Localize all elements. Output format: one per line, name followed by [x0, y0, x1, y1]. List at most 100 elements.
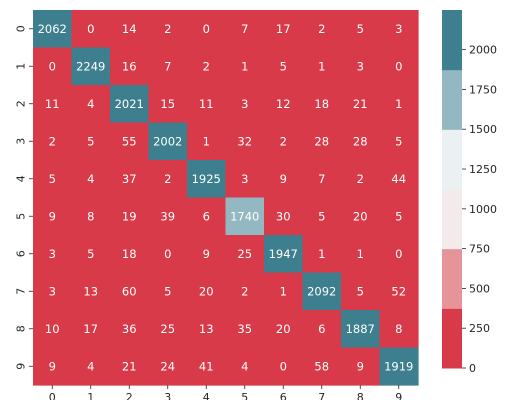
heatmap-cell	[33, 235, 73, 274]
heatmap-cell	[379, 160, 419, 199]
cell-value-label: 3	[241, 97, 248, 111]
cell-value-label: 1919	[384, 359, 413, 373]
heatmap-cell	[71, 122, 111, 161]
cell-value-label: 0	[395, 247, 402, 261]
cell-value-label: 28	[314, 134, 329, 148]
heatmap-cell	[71, 347, 111, 386]
colorbar-tick-label: 2000	[469, 44, 497, 57]
heatmap-cell	[148, 122, 188, 161]
heatmap-cell	[110, 85, 150, 124]
heatmap-cell	[225, 85, 265, 124]
cell-value-label: 5	[318, 209, 325, 223]
heatmap-cell	[379, 122, 419, 161]
cell-value-label: 5	[357, 22, 364, 36]
heatmap-cell	[110, 122, 150, 161]
heatmap-cell	[341, 235, 381, 274]
heatmap-cell	[341, 122, 381, 161]
heatmap-cell	[110, 310, 150, 349]
cell-value-label: 2	[241, 284, 248, 298]
cell-value-label: 1	[318, 247, 325, 261]
heatmap-cell	[187, 10, 227, 49]
cell-value-label: 0	[49, 59, 56, 73]
cell-value-label: 3	[395, 22, 402, 36]
heatmap-cell	[379, 85, 419, 124]
colorbar-tick-label: 0	[469, 362, 476, 375]
cell-value-label: 32	[237, 134, 252, 148]
y-tick-label: 1	[15, 63, 28, 70]
cell-value-label: 9	[357, 359, 364, 373]
cell-value-label: 9	[203, 247, 210, 261]
cell-value-label: 44	[391, 172, 406, 186]
cell-value-label: 13	[83, 284, 98, 298]
cell-value-label: 35	[237, 322, 252, 336]
heatmap-cell	[110, 272, 150, 311]
cell-value-label: 1947	[269, 247, 298, 261]
heatmap-cell	[33, 47, 73, 86]
heatmap-cell	[302, 10, 342, 49]
cell-value-label: 6	[203, 209, 210, 223]
cell-value-label: 21	[122, 359, 137, 373]
heatmap-cell	[341, 10, 381, 49]
heatmap-cell	[187, 47, 227, 86]
heatmap-cell	[71, 235, 111, 274]
heatmap-cell	[225, 235, 265, 274]
colorbar-tick-label: 500	[469, 282, 490, 295]
cell-value-label: 3	[49, 247, 56, 261]
cell-value-label: 2	[49, 134, 56, 148]
colorbar-segment	[442, 308, 462, 369]
heatmap-cell	[302, 197, 342, 236]
cell-value-label: 6	[318, 322, 325, 336]
cell-value-label: 12	[276, 97, 291, 111]
cell-value-label: 2092	[307, 284, 336, 298]
cell-value-label: 4	[87, 172, 94, 186]
cell-value-label: 14	[122, 22, 137, 36]
heatmap-cell	[187, 235, 227, 274]
x-tick-label: 0	[49, 391, 56, 400]
cell-value-label: 5	[395, 134, 402, 148]
cell-value-label: 2021	[115, 97, 144, 111]
cell-value-label: 1	[280, 284, 287, 298]
cell-value-label: 8	[87, 209, 94, 223]
heatmap-cell	[33, 122, 73, 161]
cell-value-label: 2	[357, 172, 364, 186]
heatmap-cell	[71, 310, 111, 349]
cell-value-label: 2	[164, 172, 171, 186]
cell-value-label: 1925	[192, 172, 221, 186]
cell-value-label: 16	[122, 59, 137, 73]
cell-value-label: 25	[237, 247, 252, 261]
cell-value-label: 1740	[230, 209, 259, 223]
heatmap-cell	[33, 160, 73, 199]
heatmap-cell	[302, 272, 342, 311]
cell-value-label: 7	[164, 59, 171, 73]
heatmap-cell	[148, 310, 188, 349]
cell-value-label: 0	[87, 22, 94, 36]
cell-value-label: 10	[45, 322, 60, 336]
cell-value-label: 2	[203, 59, 210, 73]
heatmap-cell	[110, 197, 150, 236]
cell-value-label: 3	[241, 172, 248, 186]
heatmap-cell	[264, 197, 304, 236]
cell-value-label: 5	[357, 284, 364, 298]
x-tick-label: 1	[87, 391, 94, 400]
heatmap-cell	[110, 347, 150, 386]
cell-value-label: 24	[160, 359, 175, 373]
heatmap-cell	[187, 122, 227, 161]
heatmap-cell	[302, 47, 342, 86]
heatmap-cell	[33, 85, 73, 124]
heatmap-cell	[379, 235, 419, 274]
heatmap-cell	[264, 122, 304, 161]
cell-value-label: 5	[164, 284, 171, 298]
cell-value-label: 0	[280, 359, 287, 373]
heatmap-cell	[341, 47, 381, 86]
heatmap-cell	[341, 272, 381, 311]
cell-value-label: 0	[395, 59, 402, 73]
colorbar-tick-label: 1500	[469, 123, 497, 136]
cell-value-label: 1	[241, 59, 248, 73]
heatmap-cell	[379, 10, 419, 49]
x-tick-label: 5	[241, 391, 248, 400]
cell-value-label: 60	[122, 284, 137, 298]
cell-value-label: 9	[49, 359, 56, 373]
colorbar-segment	[442, 129, 462, 190]
cell-value-label: 20	[353, 209, 368, 223]
heatmap-cell	[33, 310, 73, 349]
